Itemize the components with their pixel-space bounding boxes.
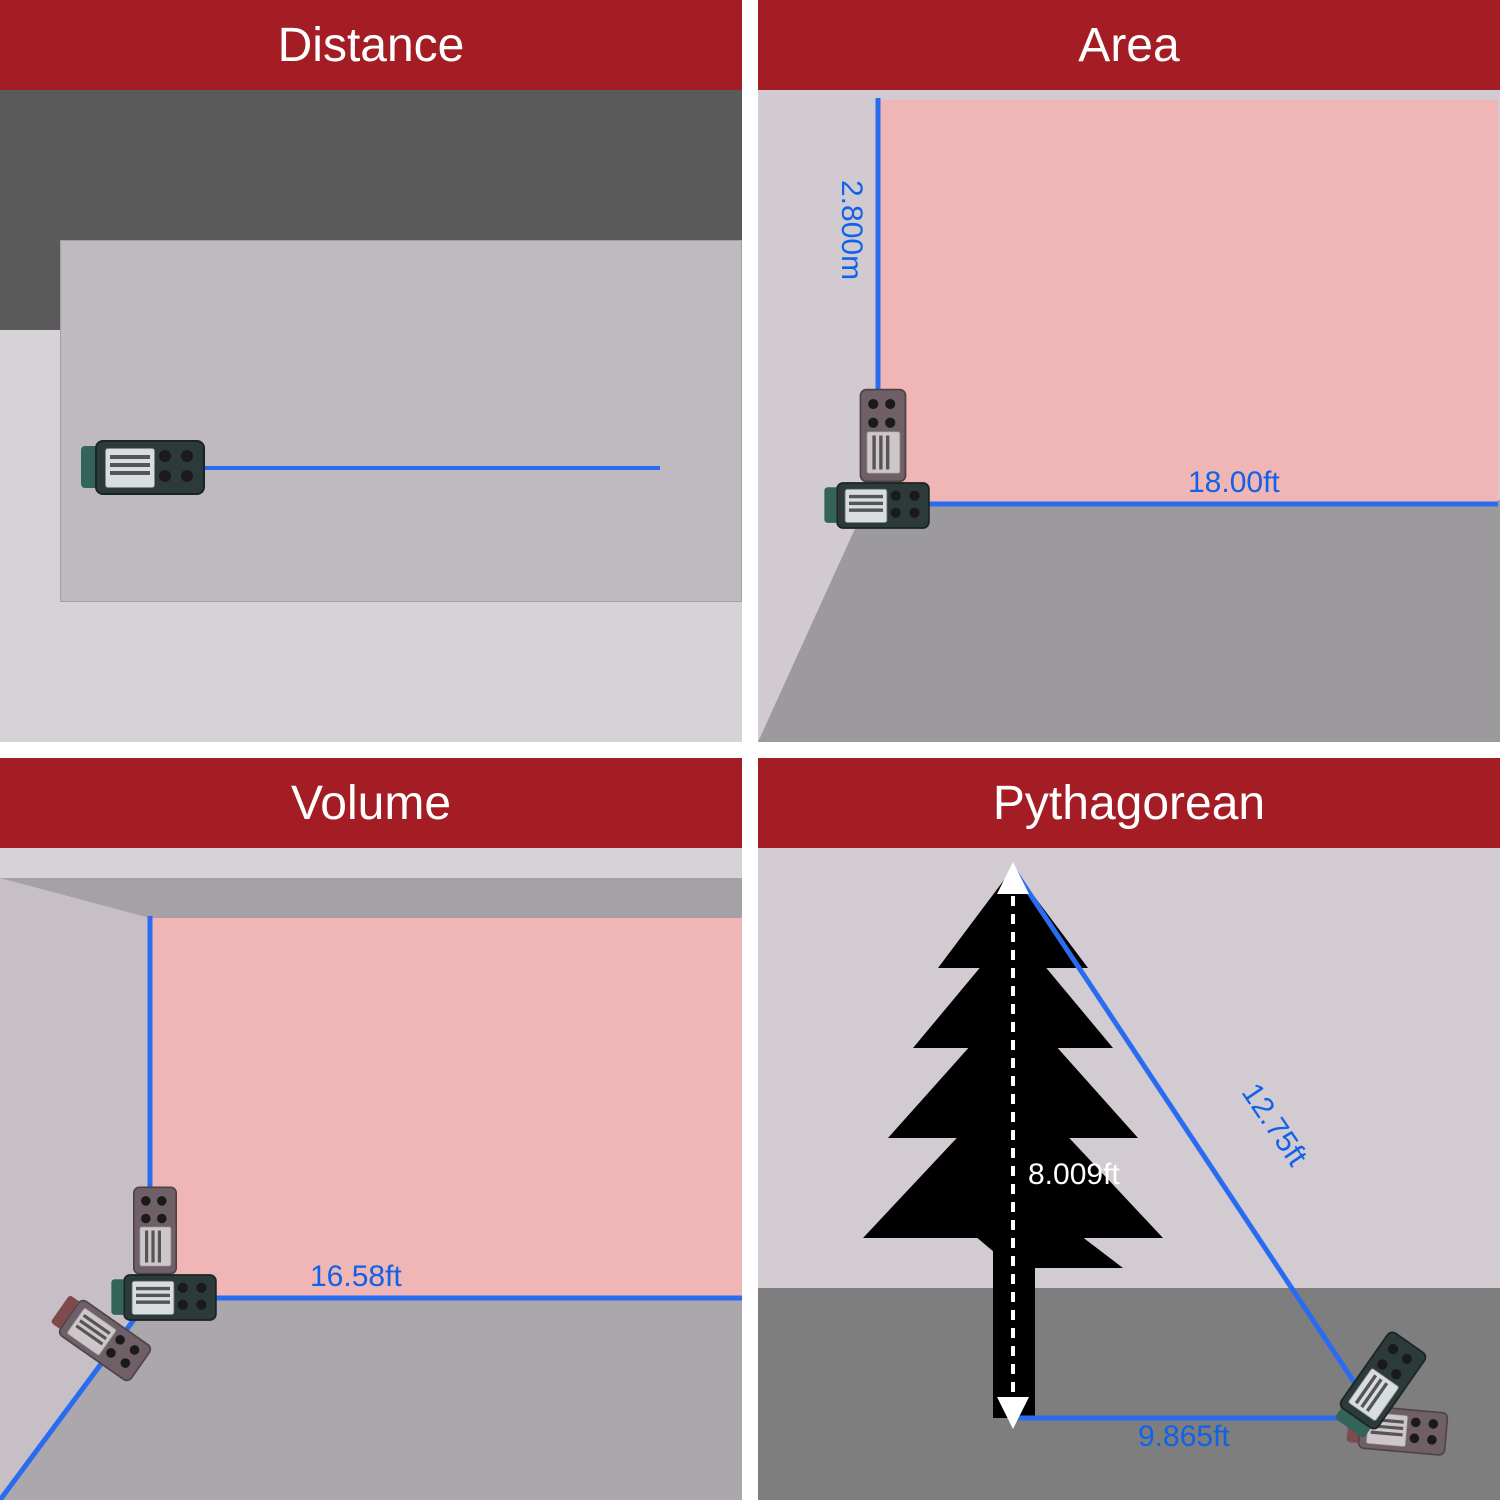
volume-device-ghost-vert-icon <box>133 1187 177 1275</box>
distance-device-icon <box>95 440 205 495</box>
panel-title: Distance <box>0 0 742 90</box>
volume-width-label: 16.58ft <box>310 1260 402 1294</box>
panel-distance: Distance <box>0 0 742 742</box>
panel-title: Volume <box>0 758 742 848</box>
volume-scene <box>0 758 742 1500</box>
panel-pythagorean: 8.009ft 12.75ft 9.865ft Pythagorean <box>758 758 1500 1500</box>
panel-title: Area <box>758 0 1500 90</box>
volume-device-icon <box>123 1274 217 1321</box>
area-width-label: 18.00ft <box>1188 466 1280 500</box>
pyth-base-label: 9.865ft <box>1138 1420 1230 1454</box>
panel-volume: 16.58ft Volume <box>0 758 742 1500</box>
pyth-height-label: 8.009ft <box>1028 1158 1120 1192</box>
distance-beam <box>200 466 660 470</box>
distance-box <box>60 240 742 602</box>
panel-area: 2.800m 18.00ft Area <box>758 0 1500 742</box>
area-height-label: 2.800m <box>834 180 868 280</box>
area-scene <box>758 0 1500 742</box>
area-device-icon <box>836 482 930 529</box>
area-device-ghost-icon <box>860 389 907 483</box>
measurement-modes-grid: Distance 2.800m 18.00ft Area <box>0 0 1500 1500</box>
panel-title: Pythagorean <box>758 758 1500 848</box>
